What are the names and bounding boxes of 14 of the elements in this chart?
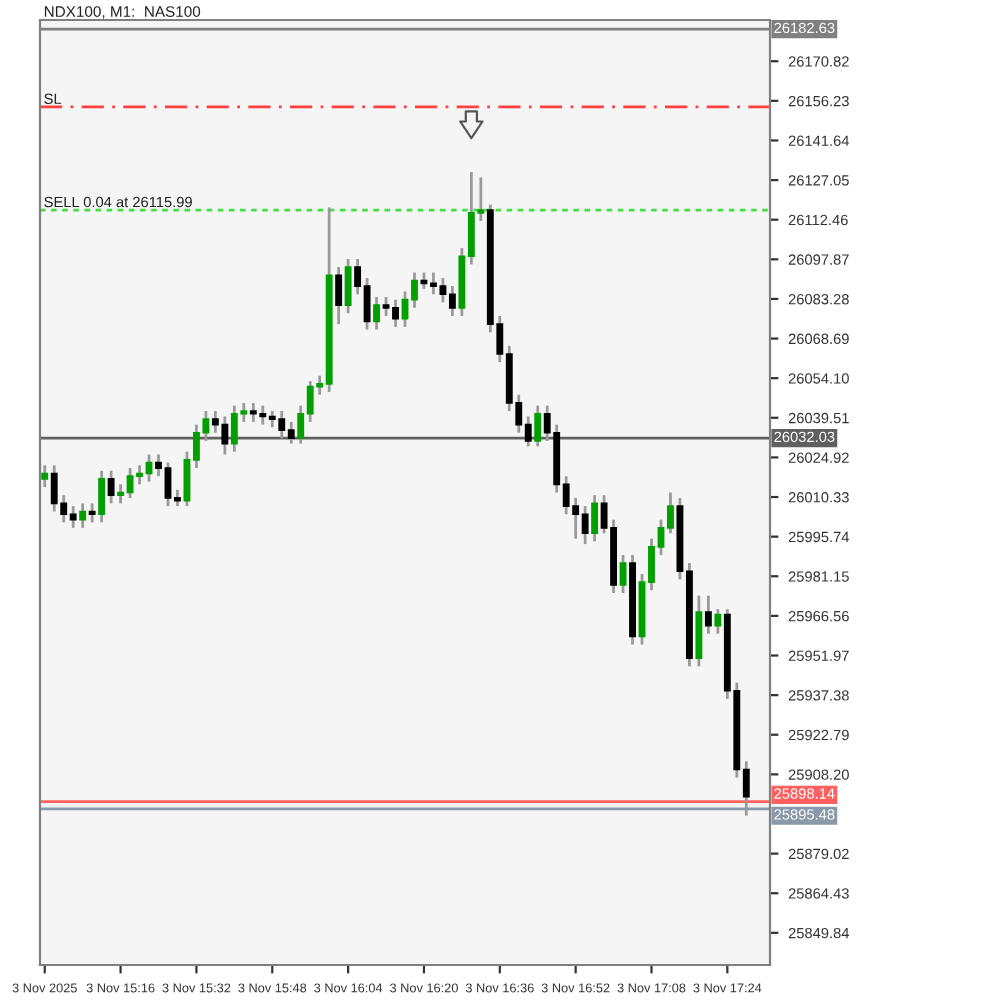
candlestick <box>619 553 627 595</box>
candlestick <box>714 607 722 636</box>
candlestick <box>335 265 343 326</box>
candlestick <box>41 463 49 489</box>
candlestick <box>79 501 87 530</box>
candlestick <box>98 469 106 524</box>
candlestick <box>591 493 599 543</box>
candlestick <box>534 404 542 448</box>
candlestick <box>344 257 352 315</box>
candlestick <box>695 594 703 668</box>
candlestick <box>704 594 712 636</box>
candlestick <box>88 501 96 524</box>
candlestick <box>373 295 381 331</box>
candlestick <box>107 469 115 505</box>
